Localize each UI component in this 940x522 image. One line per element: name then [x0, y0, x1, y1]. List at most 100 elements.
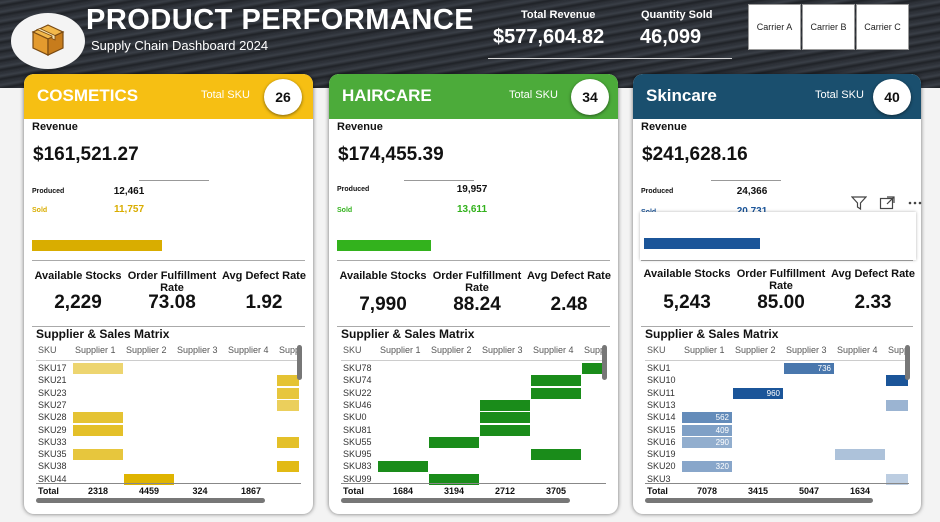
carrier-b-button[interactable]: Carrier B	[802, 4, 855, 50]
sold-value: 11,757	[113, 204, 145, 215]
matrix-row-sku: SKU99	[343, 473, 372, 484]
visual-controls	[849, 195, 925, 211]
matrix-row-sku: SKU33	[38, 436, 67, 447]
matrix-column-header: Supplier 1	[75, 345, 116, 355]
matrix-cell[interactable]	[480, 399, 530, 411]
order-fulfillment-rate-label: Order Fulfillment Rate	[127, 270, 217, 294]
section-divider	[32, 260, 305, 261]
matrix-top-divider	[337, 326, 610, 327]
matrix-cell[interactable]	[277, 375, 299, 387]
category-name: COSMETICS	[37, 86, 139, 105]
carrier-c-button[interactable]: Carrier C	[856, 4, 909, 50]
matrix-total-value: 3415	[747, 486, 769, 496]
sold-value: 20,731	[717, 206, 787, 217]
avg-defect-rate-label: Avg Defect Rate	[831, 268, 915, 280]
matrix-horizontal-scrollbar[interactable]	[36, 498, 265, 503]
matrix-cell[interactable]	[277, 387, 299, 399]
avg-defect-rate-value: 2.33	[854, 292, 892, 313]
matrix-cell[interactable]	[277, 436, 299, 448]
matrix-cell[interactable]: 290	[682, 436, 732, 448]
matrix-cell[interactable]	[277, 399, 299, 411]
produced-value: 19,957	[456, 184, 488, 195]
matrix-cell[interactable]	[73, 412, 123, 424]
matrix-row-sku: SKU38	[38, 461, 67, 472]
card-cosmetics: COSMETICS Total SKU 26 Revenue $161,521.27 Pr…	[24, 74, 313, 514]
revenue-label: Revenue	[32, 121, 78, 133]
produced-label: Produced	[641, 188, 674, 195]
matrix-horizontal-scrollbar[interactable]	[645, 498, 873, 503]
sold-value: 13,611	[456, 204, 488, 215]
matrix-vertical-scrollbar[interactable]	[602, 345, 607, 380]
total-sku-label: Total SKU	[201, 89, 250, 101]
matrix-total-line	[645, 483, 909, 484]
matrix-cell[interactable]	[886, 399, 908, 411]
total-sku-label: Total SKU	[509, 89, 558, 101]
matrix-cell[interactable]	[124, 473, 174, 485]
matrix-cell[interactable]	[480, 412, 530, 424]
skincare-sold-bar	[644, 238, 760, 249]
matrix-cell[interactable]	[73, 449, 123, 461]
matrix-title: Supplier & Sales Matrix	[341, 327, 475, 341]
matrix-cell[interactable]	[531, 375, 581, 387]
matrix-cell[interactable]	[886, 375, 908, 387]
matrix-cell[interactable]: 320	[682, 461, 732, 473]
matrix-title: Supplier & Sales Matrix	[645, 327, 779, 341]
matrix-row-sku: SKU22	[343, 387, 372, 398]
matrix-vertical-scrollbar[interactable]	[905, 345, 910, 380]
produced-label: Produced	[32, 188, 65, 195]
matrix-row-sku: SKU15	[647, 424, 676, 435]
matrix-cell[interactable]	[429, 436, 479, 448]
carrier-a-button[interactable]: Carrier A	[748, 4, 801, 50]
matrix-cell[interactable]	[73, 363, 123, 374]
more-options-icon[interactable]	[905, 195, 925, 211]
produced-divider	[404, 180, 474, 181]
matrix-total-value: 3705	[545, 486, 567, 496]
matrix-cell[interactable]	[582, 363, 604, 374]
card-header	[329, 74, 618, 119]
section-divider	[337, 260, 610, 261]
matrix-cell[interactable]	[531, 387, 581, 399]
matrix-vertical-scrollbar[interactable]	[297, 345, 302, 380]
matrix-cell[interactable]: 736	[784, 363, 834, 374]
matrix-cell[interactable]	[277, 461, 299, 473]
matrix-row-sku: SKU83	[343, 461, 372, 472]
avg-defect-rate-label: Avg Defect Rate	[527, 270, 611, 282]
matrix-cell[interactable]	[73, 424, 123, 436]
total-sku-badge: 40	[873, 79, 911, 115]
matrix-total-value: 1634	[849, 486, 871, 496]
matrix-cell[interactable]	[886, 473, 908, 485]
matrix-cell[interactable]	[378, 461, 428, 473]
matrix-cell[interactable]: 409	[682, 424, 732, 436]
matrix-row-sku: SKU95	[343, 449, 372, 460]
matrix-column-header: SKU	[647, 345, 666, 355]
matrix-row-sku: SKU11	[647, 387, 675, 398]
matrix-column-header: Supplier 4	[228, 345, 269, 355]
produced-divider	[711, 180, 781, 181]
matrix-row-sku: SKU21	[38, 375, 67, 386]
matrix-row-sku: SKU78	[343, 363, 372, 373]
filter-icon[interactable]	[849, 195, 869, 211]
matrix-column-header: Supplier 1	[684, 345, 725, 355]
matrix-row-sku: SKU28	[38, 412, 67, 423]
revenue-value: $174,455.39	[338, 144, 444, 165]
matrix-row-sku: SKU0	[343, 412, 367, 423]
total-sku-badge: 26	[264, 79, 302, 115]
matrix-cell[interactable]	[835, 449, 885, 461]
matrix-row-sku: SKU19	[647, 449, 676, 460]
matrix-column-header: Supplier 2	[735, 345, 776, 355]
matrix-cell[interactable]: 960	[733, 387, 783, 399]
matrix-row-sku: SKU46	[343, 399, 372, 410]
total-sku-label: Total SKU	[815, 89, 864, 101]
matrix-row-sku: SKU81	[343, 424, 372, 435]
matrix-cell[interactable]	[531, 449, 581, 461]
matrix-column-header: Supp	[279, 345, 301, 355]
matrix-cell[interactable]: 562	[682, 412, 732, 424]
focus-mode-icon[interactable]	[877, 195, 897, 211]
matrix-horizontal-scrollbar[interactable]	[341, 498, 570, 503]
matrix-cell[interactable]	[480, 424, 530, 436]
matrix-row-sku: SKU10	[647, 375, 676, 386]
order-fulfillment-rate-label: Order Fulfillment Rate	[736, 268, 826, 292]
total-revenue-value: $577,604.82	[493, 26, 605, 48]
matrix-row-sku: SKU74	[343, 375, 372, 386]
matrix-cell[interactable]	[429, 473, 479, 485]
